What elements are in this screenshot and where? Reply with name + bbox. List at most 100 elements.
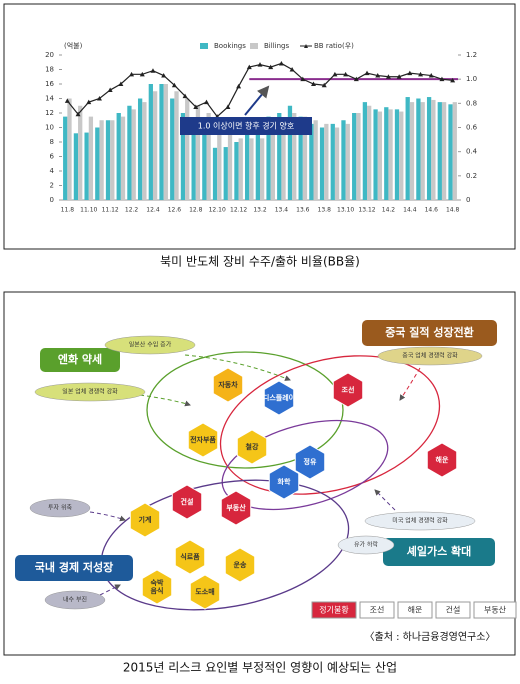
bar (356, 113, 361, 200)
bar (281, 123, 286, 200)
bar (212, 147, 218, 200)
annotation: 1.0 이상이면 향후 경기 양호 (198, 121, 295, 131)
ratio-marker (246, 64, 252, 70)
ratio-marker (278, 60, 284, 66)
bar (330, 123, 335, 200)
ratio-marker (118, 81, 124, 86)
industry-hexagon (236, 429, 268, 465)
y2-tick-label: 0 (466, 196, 470, 204)
bar (384, 107, 389, 200)
group-ellipse (221, 419, 389, 511)
bar (142, 102, 147, 200)
bar (255, 123, 260, 200)
ratio-marker (375, 73, 381, 78)
driver-oval (29, 498, 91, 518)
driver-oval (44, 590, 106, 610)
legend-box (473, 601, 517, 619)
ratio-marker (439, 76, 445, 82)
industry-hexagon (187, 422, 219, 458)
driver-oval (364, 511, 476, 531)
legend-label: 부동산 (484, 605, 507, 615)
industry-label: 화학 (278, 477, 291, 486)
industry-hexagon (220, 490, 252, 526)
industry-hexagon (174, 539, 206, 575)
y-axis-unit: (억불) (64, 41, 83, 50)
bar (217, 123, 222, 200)
annotation-box (180, 117, 312, 135)
bar (78, 105, 83, 200)
ratio-marker (450, 77, 456, 83)
legend-label: Bookings (214, 42, 246, 50)
bar (426, 97, 432, 200)
ratio-marker (171, 82, 177, 88)
group-ellipse (219, 355, 441, 495)
ratio-marker (311, 81, 317, 86)
arrow (139, 394, 191, 407)
bar (110, 120, 115, 200)
bar (270, 127, 275, 200)
industry-label: 운송 (234, 560, 247, 569)
ratio-marker (343, 71, 349, 77)
industry-label: 정유 (304, 457, 317, 466)
risk-label: 엔화 약세 (58, 352, 102, 366)
bar (431, 99, 436, 200)
bar (163, 84, 168, 200)
bar (174, 91, 179, 200)
ratio-marker (193, 104, 199, 109)
risk-box (383, 538, 495, 566)
bar (185, 98, 190, 200)
legend-label: 조선 (370, 606, 385, 615)
driver-oval (34, 382, 146, 402)
bar (260, 138, 265, 200)
x-tick-label: 12.6 (168, 207, 182, 214)
industry-hexagon (332, 372, 364, 408)
source: 〈출처 : 하나금융경영연구소〉 (365, 630, 496, 643)
bar (127, 105, 132, 200)
ratio-marker (385, 74, 391, 79)
bar (170, 98, 175, 200)
industry-label: 전자부품 (190, 435, 216, 444)
legend-swatch (200, 43, 208, 49)
legend-box (311, 601, 357, 619)
bar (341, 120, 346, 200)
ratio-marker (139, 71, 145, 77)
legend-swatch (304, 44, 308, 48)
industry-label: 식료품 (180, 552, 200, 561)
x-tick-label: 14.6 (425, 207, 439, 214)
ratio-marker (321, 82, 327, 88)
ratio-marker (75, 111, 81, 117)
bar (249, 138, 254, 200)
risk-label: 국내 경제 저성장 (35, 560, 114, 574)
risk-label: 셰일가스 확대 (407, 544, 472, 558)
industry-hexagon (129, 502, 161, 538)
x-tick-label: 14.2 (382, 207, 396, 214)
ratio-marker (300, 76, 306, 82)
driver-oval (337, 535, 395, 555)
bar (416, 98, 421, 200)
x-tick-label: 13.2 (253, 207, 267, 214)
y2-tick-label: 0.6 (466, 124, 478, 132)
y-tick-label: 8 (50, 138, 54, 146)
bar (409, 102, 415, 200)
x-tick-label: 12.4 (146, 207, 160, 214)
industry-label: 조선 (342, 385, 355, 394)
y-tick-label: 18 (45, 66, 54, 74)
bar (345, 123, 350, 200)
y2-tick-label: 1.2 (466, 51, 477, 59)
bar (105, 120, 111, 200)
y-tick-label: 4 (50, 167, 55, 175)
industry-hexagon (189, 574, 221, 610)
bar (152, 91, 158, 200)
x-tick-label: 13.10 (337, 207, 354, 214)
bar (388, 109, 393, 200)
bar (309, 123, 314, 200)
bar (223, 147, 228, 200)
bar (191, 127, 196, 200)
bar (180, 113, 186, 200)
bar (148, 84, 153, 200)
y2-tick-label: 0.8 (466, 99, 477, 107)
ratio-marker (64, 98, 70, 103)
bar (234, 142, 239, 200)
x-tick-label: 14.8 (446, 207, 460, 214)
legend-label: BB ratio(우) (314, 42, 354, 50)
